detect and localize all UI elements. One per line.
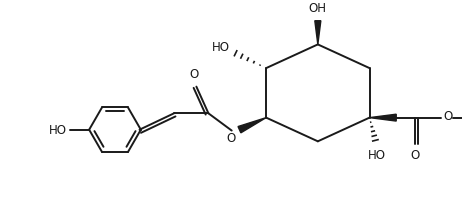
Text: HO: HO [49,124,67,137]
Text: O: O [190,69,199,81]
Text: OH: OH [309,2,327,15]
Polygon shape [370,114,396,121]
Text: O: O [227,132,236,145]
Text: HO: HO [211,41,229,54]
Text: O: O [444,110,453,123]
Text: O: O [410,149,419,163]
Text: HO: HO [368,149,386,162]
Polygon shape [238,118,266,133]
Polygon shape [315,21,321,44]
